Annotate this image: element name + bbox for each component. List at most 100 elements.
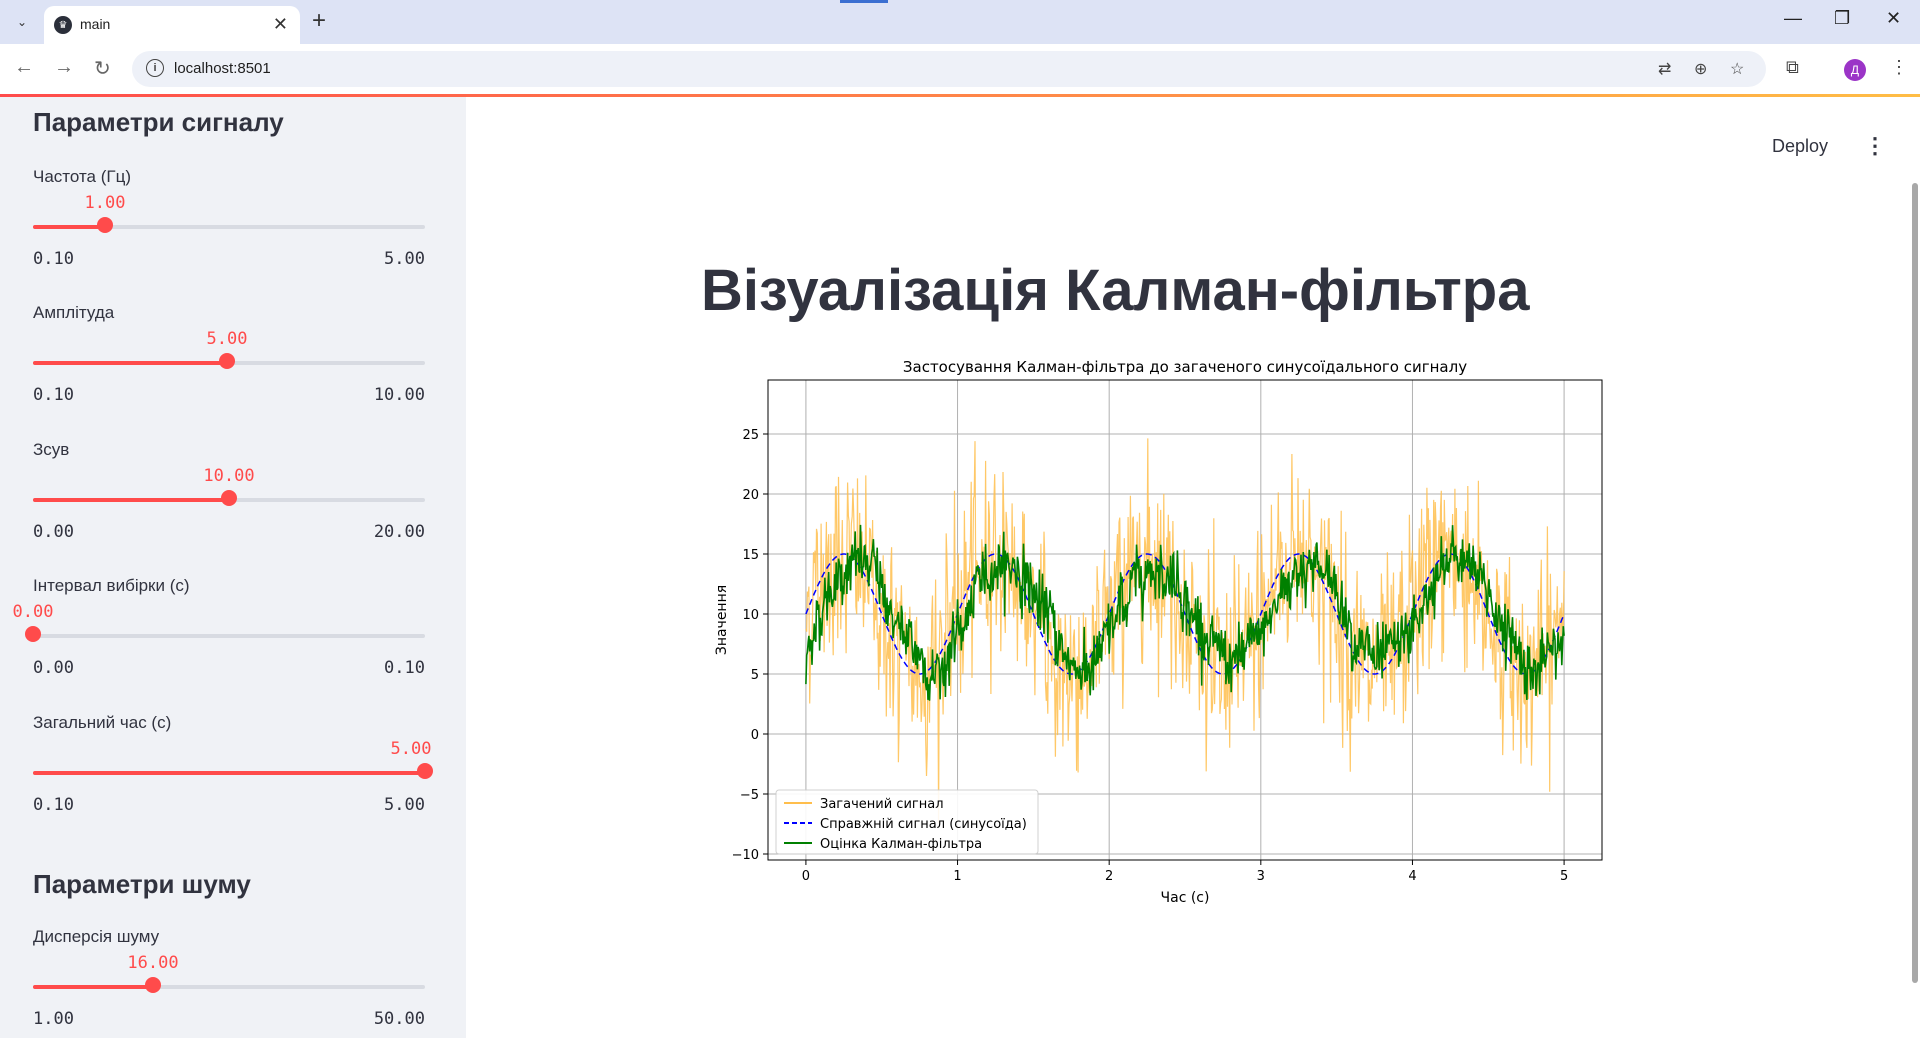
zoom-icon[interactable]: ⊕ xyxy=(1694,61,1708,78)
main-content: Deploy ⋮ Візуалізація Калман-фільтра Зас… xyxy=(466,97,1920,1038)
close-window-icon[interactable]: ✕ xyxy=(1886,8,1902,28)
legend-box xyxy=(775,789,1039,855)
slider-min-label: 0.10 xyxy=(33,249,74,269)
slider-thumb[interactable] xyxy=(417,763,433,779)
slider-current-value: 0.00 xyxy=(12,602,54,622)
slider-thumb[interactable] xyxy=(219,353,236,369)
extensions-icon[interactable]: ⧉ xyxy=(1786,57,1799,77)
slider-track[interactable] xyxy=(33,225,425,229)
tab-strip-indicator xyxy=(840,0,888,3)
forward-icon[interactable]: → xyxy=(54,56,74,78)
browser-tab[interactable]: ♛ main ✕ xyxy=(44,6,300,44)
x-tick-label: 2 xyxy=(1105,869,1113,884)
page-title: Візуалізація Калман-фільтра xyxy=(701,258,1530,323)
x-tick-label: 4 xyxy=(1408,869,1416,884)
y-tick-label: 25 xyxy=(742,428,759,443)
back-icon[interactable]: ← xyxy=(14,56,34,78)
deploy-button[interactable]: Deploy xyxy=(1772,136,1829,156)
slider-min-label: 0.10 xyxy=(33,385,74,405)
slider-label: Частота (Гц) xyxy=(33,167,131,186)
browser-menu-icon[interactable]: ⋮ xyxy=(1890,57,1908,77)
slider-max-label: 5.00 xyxy=(384,795,425,815)
series-noisy-signal-line xyxy=(805,438,1565,824)
x-tick-label: 3 xyxy=(1257,869,1265,884)
slider-fill xyxy=(33,771,425,775)
plot-frame xyxy=(767,379,1603,861)
y-axis-label: Значення xyxy=(714,585,730,655)
slider-thumb[interactable] xyxy=(25,626,41,642)
slider-label: Амплітуда xyxy=(33,303,115,322)
slider-track[interactable] xyxy=(33,771,425,775)
noise-variance-slider[interactable]: Дисперсія шуму 16.00 1.00 50.00 xyxy=(33,927,425,1038)
offset-slider[interactable]: Зсув 10.00 0.00 20.00 xyxy=(33,440,425,572)
tab-search-icon[interactable]: ⌄ xyxy=(16,15,28,29)
slider-min-label: 0.10 xyxy=(33,795,74,815)
slider-label: Дисперсія шуму xyxy=(33,927,160,946)
amplitude-slider[interactable]: Амплітуда 5.00 0.10 10.00 xyxy=(33,303,425,435)
y-tick-label: −5 xyxy=(740,788,759,803)
slider-current-value: 5.00 xyxy=(390,739,432,759)
slider-track[interactable] xyxy=(33,985,425,989)
y-tick-label: −10 xyxy=(732,848,759,863)
slider-thumb[interactable] xyxy=(97,217,113,233)
profile-avatar[interactable]: Д xyxy=(1844,59,1866,81)
slider-fill xyxy=(33,225,105,229)
slider-max-label: 0.10 xyxy=(384,658,425,678)
slider-fill xyxy=(33,361,228,365)
address-bar[interactable]: i localhost:8501 ⇄ ⊕ ☆ xyxy=(132,51,1766,87)
slider-current-value: 1.00 xyxy=(84,193,126,213)
new-tab-icon[interactable]: + xyxy=(312,7,327,34)
slider-thumb[interactable] xyxy=(221,490,237,506)
restore-icon[interactable]: ❐ xyxy=(1834,8,1851,28)
streamlit-favicon-icon: ♛ xyxy=(54,16,72,34)
slider-label: Інтервал вибірки (с) xyxy=(33,576,190,595)
slider-min-label: 0.00 xyxy=(33,658,74,678)
tab-title: main xyxy=(80,16,111,32)
x-tick-label: 1 xyxy=(953,869,961,884)
legend-entry: Загачений сигнал xyxy=(820,797,944,812)
frequency-slider[interactable]: Частота (Гц) 1.00 0.10 5.00 xyxy=(33,167,425,299)
slider-min-label: 0.00 xyxy=(33,522,74,542)
legend-entry: Оцінка Калман-фільтра xyxy=(820,837,982,852)
slider-fill xyxy=(33,985,153,989)
main-menu-icon[interactable]: ⋮ xyxy=(1864,133,1886,158)
tab-close-icon[interactable]: ✕ xyxy=(272,14,288,34)
slider-thumb[interactable] xyxy=(145,977,161,993)
noise-section-title: Параметри шуму xyxy=(33,869,251,899)
sampling-interval-slider[interactable]: Інтервал вибірки (с) 0.00 0.00 0.10 xyxy=(13,576,425,708)
y-tick-label: 20 xyxy=(742,488,759,503)
slider-current-value: 10.00 xyxy=(203,466,255,486)
slider-fill xyxy=(33,498,229,502)
site-info-icon[interactable]: i xyxy=(146,59,164,77)
x-tick-label: 5 xyxy=(1560,869,1568,884)
y-tick-label: 15 xyxy=(742,548,759,563)
browser-tab-bar: ⌄ ♛ main ✕ + — ❐ ✕ xyxy=(0,0,1920,44)
y-tick-label: 5 xyxy=(751,668,759,683)
translate-icon[interactable]: ⇄ xyxy=(1658,61,1672,78)
series-kalman-estimate-line xyxy=(805,524,1565,701)
bookmark-star-icon[interactable]: ☆ xyxy=(1730,61,1745,78)
slider-min-label: 1.00 xyxy=(33,1009,74,1029)
legend-entry: Справжній сигнал (синусоїда) xyxy=(820,817,1027,832)
x-tick-label: 0 xyxy=(802,869,810,884)
y-tick-label: 0 xyxy=(751,728,759,743)
slider-label: Зсув xyxy=(33,440,70,459)
slider-max-label: 50.00 xyxy=(373,1009,425,1029)
minimize-icon[interactable]: — xyxy=(1784,8,1802,28)
y-tick-label: 10 xyxy=(742,608,759,623)
slider-max-label: 5.00 xyxy=(384,249,425,269)
sidebar: Параметри сигналу Частота (Гц) 1.00 0.10… xyxy=(0,97,466,1038)
url-text[interactable]: localhost:8501 xyxy=(174,60,271,77)
total-time-slider[interactable]: Загальний час (с) 5.00 0.10 5.00 xyxy=(33,713,433,845)
reload-icon[interactable]: ↻ xyxy=(94,58,111,80)
slider-max-label: 10.00 xyxy=(373,385,425,405)
slider-label: Загальний час (с) xyxy=(33,713,172,732)
slider-max-label: 20.00 xyxy=(373,522,425,542)
slider-track[interactable] xyxy=(33,634,425,638)
chart-title: Застосування Калман-фільтра до загаченог… xyxy=(903,358,1467,376)
kalman-chart: Застосування Калман-фільтра до загаченог… xyxy=(714,358,1603,906)
x-axis-label: Час (с) xyxy=(1161,890,1210,906)
main-scrollbar[interactable] xyxy=(1912,183,1918,983)
browser-toolbar: ← → ↻ i localhost:8501 ⇄ ⊕ ☆ ⧉ Д ⋮ xyxy=(0,44,1920,94)
signal-section-title: Параметри сигналу xyxy=(33,107,284,137)
